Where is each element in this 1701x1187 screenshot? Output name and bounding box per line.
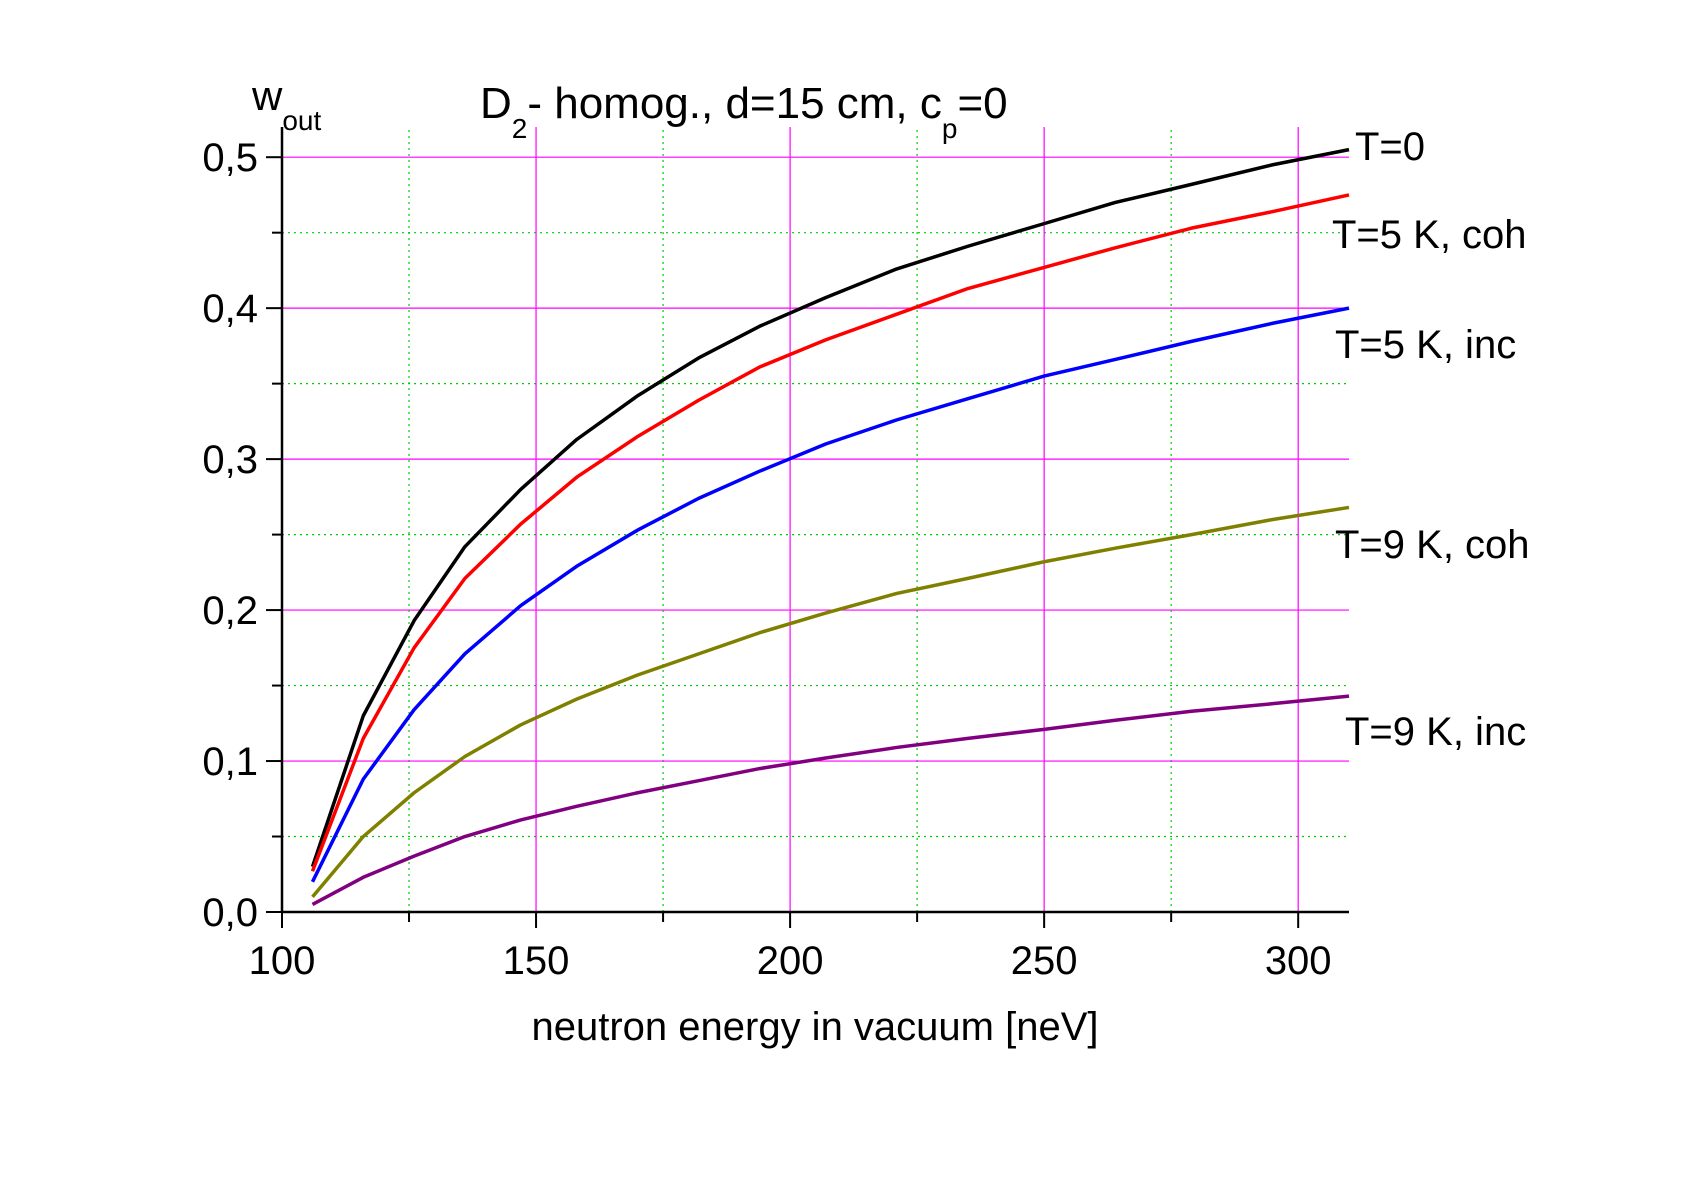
title-part: =0 [957,79,1007,128]
y-tick-label: 0,2 [202,589,258,633]
series-line [310,306,1350,883]
series-label: T=5 K, coh [1332,213,1527,257]
grid [282,127,1349,912]
series-line [310,193,1350,872]
title-part: - homog., d=15 cm, c [527,79,942,128]
y-label-main: w [251,72,283,119]
series-line [310,147,1350,868]
title-subscript: 2 [512,113,528,144]
series-line [311,505,1350,899]
y-tick-label: 0,4 [202,287,258,331]
y-tick-label: 0,3 [202,438,258,482]
y-tick-label: 0,0 [202,891,258,935]
title-part: D [480,79,512,128]
x-tick-label: 300 [1265,939,1332,983]
y-axis-label: wout [251,72,321,136]
chart-title: D2- homog., d=15 cm, cp=0 [480,79,1008,144]
series-label: T=0 [1355,125,1425,169]
x-axis-label: neutron energy in vacuum [neV] [531,1005,1098,1049]
x-tick-label: 100 [249,939,316,983]
series-line [311,694,1350,906]
lines [310,147,1350,906]
series-label: T=9 K, inc [1345,710,1526,754]
title-subscript: p [942,113,958,144]
series-label: T=9 K, coh [1335,523,1530,567]
y-label-subscript: out [282,105,321,136]
y-tick-label: 0,1 [202,740,258,784]
x-tick-label: 150 [503,939,570,983]
x-tick-label: 250 [1011,939,1078,983]
x-tick-label: 200 [757,939,824,983]
series-label: T=5 K, inc [1335,323,1516,367]
y-tick-label: 0,5 [202,136,258,180]
axes: 100 150 200 250 300 0,0 0,1 0,2 0,3 0,4 0,5 [202,127,1349,983]
